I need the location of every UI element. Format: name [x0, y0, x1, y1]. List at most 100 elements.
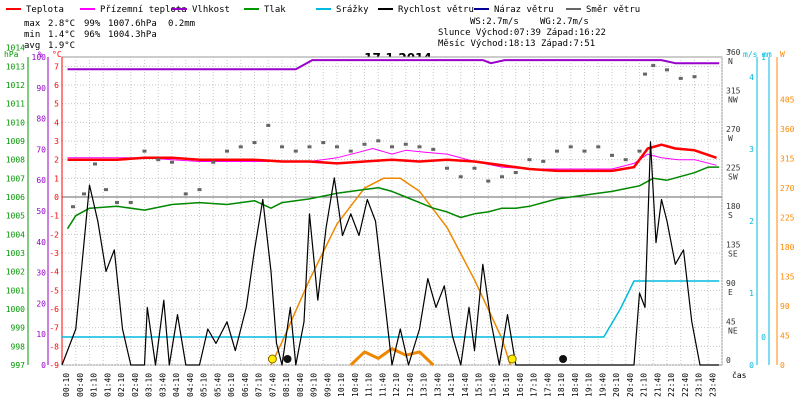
stat-label: max: [24, 19, 41, 29]
wind-dir-point: [156, 158, 161, 162]
wind-dir-point: [93, 162, 97, 166]
time-tick-label: 11:10: [365, 373, 374, 397]
wind-dir-point: [335, 145, 339, 149]
wind-dir-point: [280, 145, 284, 149]
info-sun: Slunce Východ:07:39 Západ:16:22: [438, 28, 606, 38]
c-tick-label: -9: [49, 361, 59, 370]
wind-dir-point: [376, 139, 381, 143]
wind-dir-point: [71, 205, 75, 209]
pct-tick-label: 30: [36, 269, 46, 278]
dir-tick-label: 0: [726, 356, 731, 365]
hpa-tick-label: 1002: [6, 268, 25, 277]
time-tick-label: 04:40: [186, 373, 195, 397]
time-tick-label: 09:10: [310, 373, 319, 397]
c-tick-label: 3: [54, 137, 59, 146]
wind-dir-point: [472, 166, 477, 170]
dir-tick-label: 180: [726, 202, 741, 211]
c-tick-label: -1: [49, 212, 59, 221]
hpa-tick-label: 1007: [6, 174, 25, 183]
stat-value: 99%: [84, 19, 101, 29]
hpa-tick-label: 1004: [6, 230, 25, 239]
time-tick-label: 16:40: [516, 373, 525, 397]
wind-dir-point: [568, 145, 573, 149]
legend-label: Srážky: [336, 5, 369, 15]
hpa-tick-label: 1011: [6, 100, 25, 109]
time-tick-label: 04:10: [172, 373, 181, 397]
hpa-tick-label: 998: [11, 342, 26, 351]
c-tick-label: 1: [54, 174, 59, 183]
wind-dir-point: [104, 188, 108, 192]
ms-tick-label: 4: [749, 73, 754, 82]
wind-dir-point: [225, 149, 229, 153]
wind-dir-point: [362, 142, 367, 146]
ms-tick-label: 0: [749, 361, 754, 370]
wind-dir-point: [651, 64, 656, 68]
legend-label: Směr větru: [586, 5, 640, 15]
pct-tick-label: 40: [36, 238, 46, 247]
time-tick-label: 02:10: [117, 373, 126, 397]
time-tick-label: 23:10: [695, 373, 704, 397]
time-tick-label: 01:40: [103, 373, 112, 397]
stat-value: 1004.3hPa: [108, 30, 157, 40]
pct-tick-label: 80: [36, 115, 46, 124]
w-tick-label: 315: [780, 155, 795, 164]
time-tick-label: 08:40: [296, 373, 305, 397]
axis-title-time: čas: [732, 370, 747, 380]
wind-dir-point: [513, 171, 518, 174]
wind-dir-point: [128, 200, 133, 204]
dir-tick-label: 135: [726, 241, 741, 250]
time-tick-label: 02:40: [131, 373, 140, 397]
time-tick-label: 13:40: [433, 373, 442, 397]
wind-dir-point: [321, 141, 326, 145]
c-tick-label: -6: [49, 305, 59, 314]
c-tick-label: 7: [54, 62, 59, 71]
wind-dir-point: [582, 149, 587, 153]
mm-tick-label: 1: [761, 53, 766, 62]
time-tick-label: 20:10: [612, 373, 621, 397]
stat-label: min: [24, 30, 40, 40]
time-tick-label: 06:10: [227, 373, 236, 397]
w-tick-label: 0: [780, 361, 785, 370]
time-tick-label: 08:10: [282, 373, 291, 397]
dir-tick-name: NE: [728, 327, 738, 336]
wind-dir-point: [266, 123, 271, 127]
hpa-tick-label: 1012: [6, 81, 25, 90]
info-wg: WG:2.7m/s: [540, 17, 589, 27]
legend-label: Přízemní teplota: [100, 5, 187, 15]
w-tick-label: 90: [780, 302, 790, 311]
time-tick-label: 05:10: [200, 373, 209, 397]
axis-title-mm: mm: [762, 50, 772, 59]
wind-dir-point: [623, 158, 628, 162]
w-tick-label: 360: [780, 125, 795, 134]
wind-dir-point: [678, 76, 683, 80]
wind-dir-point: [431, 147, 436, 151]
c-tick-label: 4: [54, 118, 59, 127]
hpa-tick-label: 1010: [6, 118, 25, 127]
axis-title-deg: °: [727, 48, 732, 57]
stat-value: 2.8°C: [48, 19, 75, 29]
axis-title-ms: m/s: [743, 50, 758, 59]
wind-dir-point: [610, 153, 614, 157]
hpa-tick-label: 999: [11, 324, 26, 333]
hpa-tick-label: 1013: [6, 62, 25, 71]
c-tick-label: -4: [49, 268, 59, 277]
ms-tick-label: 3: [749, 145, 754, 154]
time-tick-label: 14:10: [447, 373, 456, 397]
c-tick-label: 6: [54, 81, 59, 90]
w-tick-label: 135: [780, 273, 795, 282]
stat-value: 96%: [84, 30, 101, 40]
time-tick-label: 18:10: [557, 373, 566, 397]
time-tick-label: 07:10: [255, 373, 264, 397]
dir-tick-label: 45: [726, 318, 736, 327]
legend-label: Tlak: [264, 5, 286, 15]
series-rain: [62, 280, 720, 338]
series-solar-small: [349, 347, 435, 367]
time-tick-label: 09:40: [323, 373, 332, 397]
w-tick-label: 180: [780, 243, 795, 252]
moonset-marker: [283, 355, 292, 363]
dir-tick-name: E: [728, 288, 733, 297]
hpa-tick-label: 1001: [6, 286, 25, 295]
wind-dir-point: [417, 145, 422, 149]
dir-tick-name: W: [728, 134, 733, 143]
c-tick-label: 2: [54, 156, 59, 165]
